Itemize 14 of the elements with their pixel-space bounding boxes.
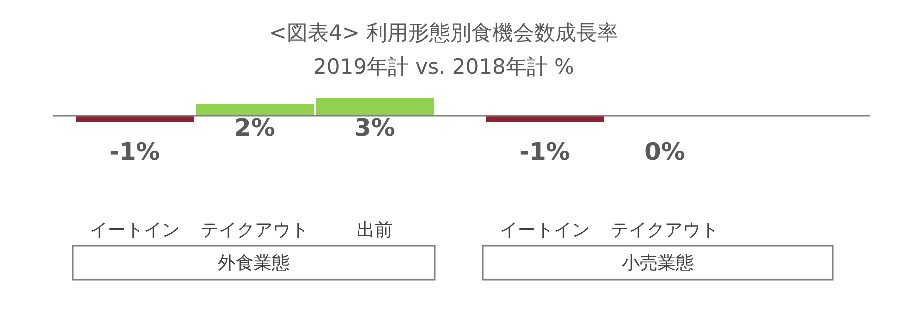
data-label: 2% [234, 114, 276, 142]
data-label: 0% [644, 138, 686, 166]
chart-title: <図表4> 利用形態別食機会数成長率 [269, 21, 619, 45]
text: 小売業態 [622, 253, 694, 274]
data-label: -1% [520, 138, 570, 166]
x-tick-label: 出前 [357, 220, 393, 241]
x-tick-label: テイクアウト [201, 220, 309, 241]
x-tick-label: テイクアウト [611, 220, 719, 241]
data-label: 3% [354, 114, 396, 142]
x-tick-label: イートイン [500, 220, 590, 241]
text: 外食業態 [218, 253, 290, 274]
chart-subtitle: 2019年計 vs. 2018年計 % [314, 55, 574, 79]
x-tick-label: イートイン [90, 220, 180, 241]
data-label: -1% [110, 138, 160, 166]
